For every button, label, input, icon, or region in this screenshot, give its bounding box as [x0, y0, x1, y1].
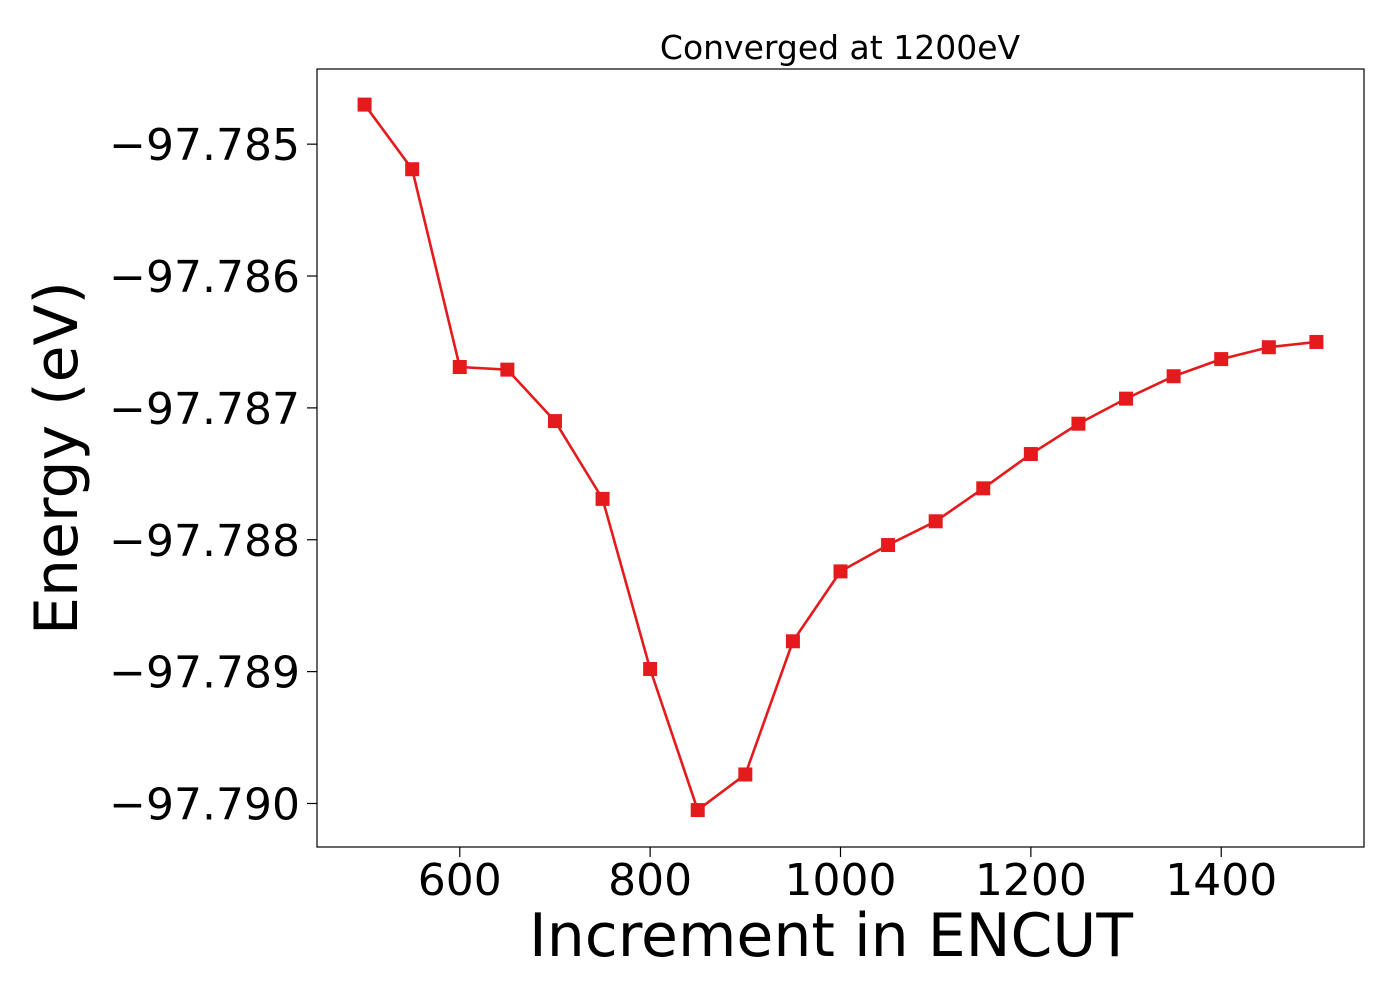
data-point-marker — [547, 414, 562, 429]
x-tick-label: 600 — [418, 855, 502, 906]
data-point-marker — [405, 162, 420, 177]
data-point-marker — [833, 564, 848, 579]
x-tick-label: 1000 — [785, 855, 897, 906]
data-point-marker — [738, 767, 753, 782]
y-tick-label: −97.787 — [109, 384, 300, 435]
data-point-marker — [1309, 334, 1324, 349]
y-axis-label: Energy (eV) — [22, 281, 92, 635]
data-point-marker — [881, 538, 896, 553]
data-point-marker — [1119, 391, 1134, 406]
data-point-marker — [1214, 352, 1229, 367]
x-axis-ticks: 600 800 1000 1200 1400 — [418, 847, 1277, 906]
data-point-marker — [1023, 447, 1038, 462]
x-tick-label: 1200 — [975, 855, 1087, 906]
y-tick-label: −97.789 — [109, 648, 300, 699]
chart-title: Converged at 1200eV — [660, 28, 1021, 67]
y-axis-ticks: −97.785 −97.786 −97.787 −97.788 −97.789 −97.7… — [109, 120, 317, 830]
data-point-marker — [928, 514, 943, 529]
data-point-marker — [357, 97, 372, 112]
data-point-marker — [785, 634, 800, 649]
data-point-marker — [595, 491, 610, 506]
data-point-marker — [976, 481, 991, 496]
y-tick-label: −97.788 — [109, 516, 300, 567]
x-axis-label: Increment in ENCUT — [529, 901, 1133, 971]
data-point-marker — [643, 661, 658, 676]
data-point-marker — [690, 803, 705, 818]
plot-area-frame — [316, 68, 1365, 848]
x-tick-label: 800 — [608, 855, 692, 906]
y-tick-label: −97.785 — [109, 120, 300, 171]
data-point-marker — [1166, 369, 1181, 384]
y-tick-label: −97.786 — [109, 252, 300, 303]
data-point-marker — [1071, 416, 1086, 431]
x-tick-label: 1400 — [1165, 855, 1277, 906]
y-tick-label: −97.790 — [109, 779, 300, 830]
data-point-marker — [500, 362, 515, 377]
series-layer — [357, 97, 1324, 818]
data-point-marker — [452, 360, 467, 375]
data-point-marker — [1261, 340, 1276, 355]
